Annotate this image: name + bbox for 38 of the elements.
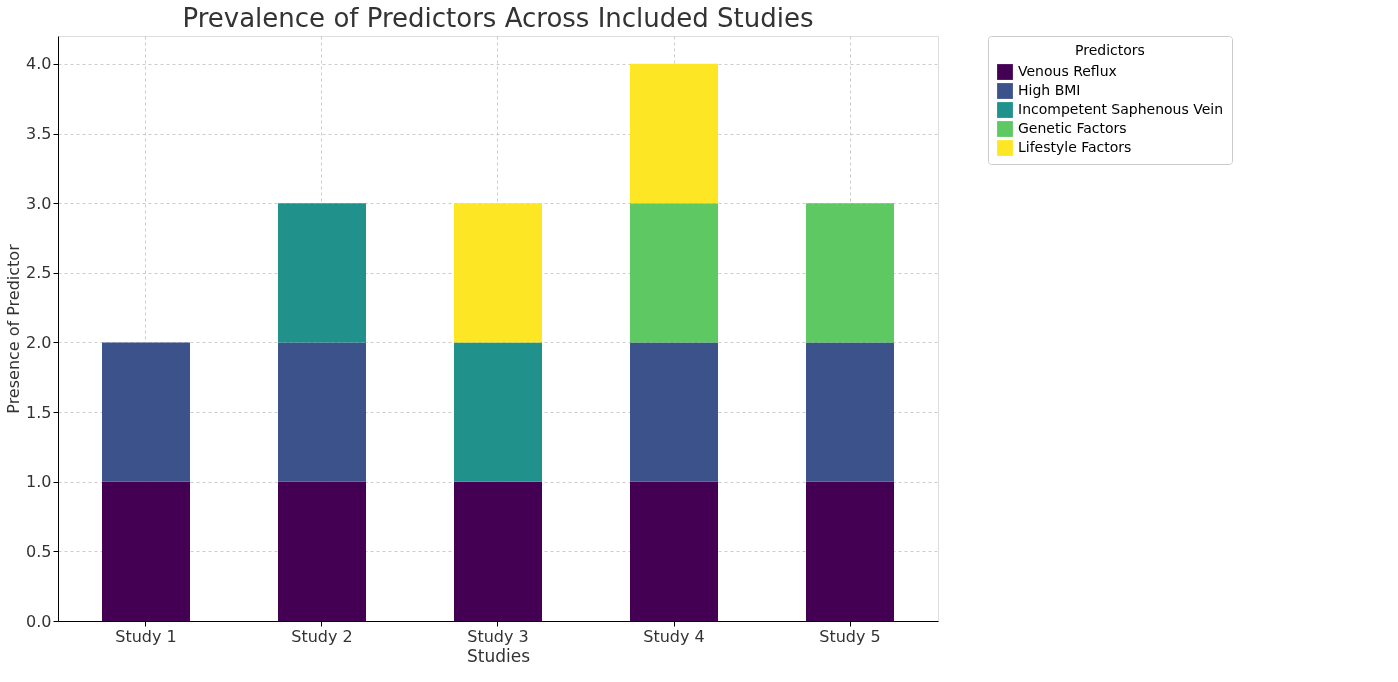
x-axis-title: Studies (466, 645, 531, 666)
y-tick-label: 2.5 (26, 263, 52, 283)
bar (102, 342, 190, 482)
x-tick-label: Study 2 (291, 626, 353, 646)
y-tick-label: 3.0 (26, 193, 52, 213)
y-tick-label: 4.0 (26, 54, 52, 74)
x-tick-label: Study 4 (643, 626, 705, 646)
bar (454, 481, 542, 621)
x-tick-label: Study 3 (467, 626, 529, 646)
bar (630, 342, 718, 482)
x-tick-label: Study 1 (115, 626, 177, 646)
y-axis-title: Presence of Predictor (4, 243, 24, 414)
y-tick-label: 1.5 (26, 402, 52, 422)
bar (454, 203, 542, 343)
legend-title: Predictors (1075, 42, 1145, 58)
y-tick-label: 1.0 (26, 472, 52, 492)
bar (806, 203, 894, 343)
y-tick-label: 0.5 (26, 541, 52, 561)
legend-label: Venous Reflux (1018, 63, 1117, 79)
legend-label: Genetic Factors (1018, 120, 1127, 136)
legend-label: Incompetent Saphenous Vein (1018, 101, 1224, 117)
bar (630, 481, 718, 621)
y-tick-label: 2.0 (26, 332, 52, 352)
bar (806, 481, 894, 621)
y-tick-label: 0.0 (26, 611, 52, 631)
bar (102, 481, 190, 621)
chart-title: Prevalence of Predictors Across Included Studies (182, 2, 814, 33)
legend-label: Lifestyle Factors (1018, 139, 1132, 155)
y-tick-label: 3.5 (26, 124, 52, 143)
bar (630, 63, 718, 204)
bar (454, 342, 542, 482)
x-tick-label: Study 5 (819, 626, 881, 646)
bar (630, 203, 718, 343)
bar (278, 481, 366, 621)
bar (806, 342, 894, 482)
bar (278, 342, 366, 482)
bar (278, 203, 366, 343)
legend-label: High BMI (1018, 82, 1081, 98)
